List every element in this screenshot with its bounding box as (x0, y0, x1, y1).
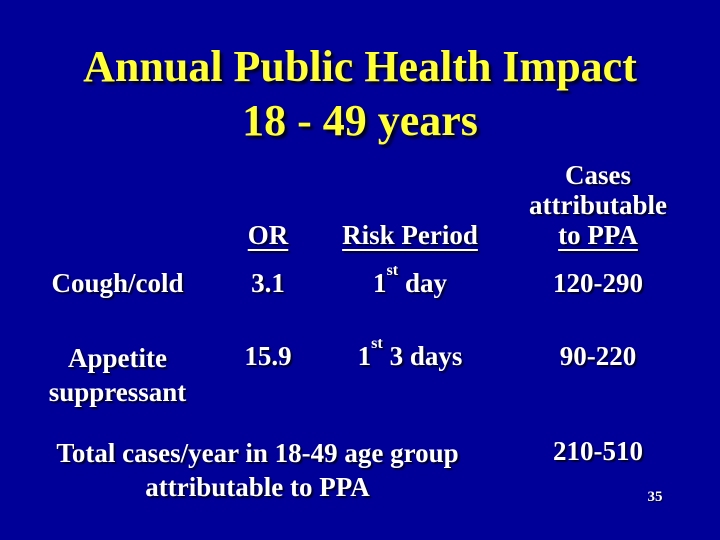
risk-rest: 3 days (382, 341, 463, 371)
slide-title-line2: 18 - 49 years (242, 96, 478, 145)
risk-period-value-appetite-suppressant: 1st 3 days (325, 335, 495, 371)
column-header-cases-line1: Cases (565, 160, 631, 190)
page-number: 35 (647, 489, 663, 505)
row-label-line1: Appetite (68, 343, 167, 373)
total-label-line2: attributable to PPA (145, 472, 370, 502)
cases-value-cough-cold: 120-290 (553, 268, 643, 298)
column-header-cases: Cases attributable to PPA (498, 160, 698, 250)
risk-period-value-cough-cold: 1st day (325, 262, 495, 298)
risk-prefix: 1 (357, 341, 372, 371)
total-row-label: Total cases/year in 18-49 age group attr… (25, 436, 490, 504)
or-value-cough-cold: 3.1 (251, 268, 285, 298)
row-label-line2: suppressant (48, 377, 187, 407)
slide-title-line1: Annual Public Health Impact (83, 42, 637, 91)
or-value-appetite-suppressant: 15.9 (244, 341, 292, 371)
column-header-risk-period: Risk Period (342, 220, 478, 250)
total-label-line1: Total cases/year in 18-49 age group (56, 438, 459, 468)
row-label-cough-cold: Cough/cold (51, 268, 184, 298)
column-header-cases-line2: attributable (529, 190, 667, 220)
column-header-cases-line3: to PPA (558, 220, 638, 250)
risk-rest: day (398, 268, 447, 298)
risk-ordinal: st (386, 260, 399, 279)
risk-ordinal: st (371, 333, 383, 352)
risk-prefix: 1 (373, 268, 387, 298)
row-label-appetite-suppressant: Appetite suppressant (15, 341, 220, 409)
slide-title: Annual Public Health Impact 18 - 49 year… (0, 40, 720, 148)
cases-value-appetite-suppressant: 90-220 (559, 341, 637, 371)
column-header-or: OR (247, 220, 289, 250)
total-cases-value: 210-510 (553, 436, 643, 466)
